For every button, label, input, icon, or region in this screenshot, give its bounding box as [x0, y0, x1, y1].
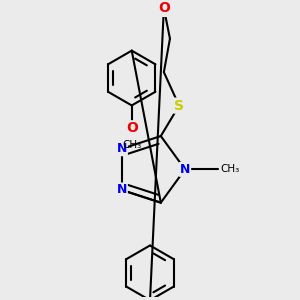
Text: N: N: [116, 142, 127, 155]
Text: N: N: [180, 163, 190, 176]
Text: N: N: [116, 183, 127, 196]
Text: S: S: [174, 99, 184, 112]
Text: CH₃: CH₃: [123, 140, 142, 150]
Text: CH₃: CH₃: [220, 164, 239, 174]
Text: O: O: [126, 121, 138, 135]
Text: O: O: [158, 1, 170, 15]
